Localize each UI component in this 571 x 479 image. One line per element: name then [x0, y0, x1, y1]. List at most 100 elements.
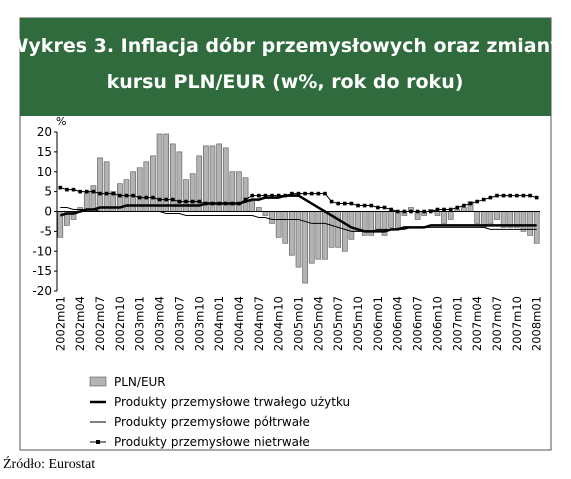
bar [150, 155, 156, 212]
marker [204, 201, 208, 206]
marker [329, 199, 334, 204]
legend-marker [96, 440, 100, 444]
marker [475, 199, 479, 204]
marker [389, 207, 393, 212]
line [59, 194, 537, 233]
marker [376, 205, 380, 210]
marker [230, 201, 235, 206]
bar [262, 211, 269, 216]
bar [90, 185, 97, 212]
bar [494, 211, 500, 220]
legend-label: Produkty przemysłowe trwałego użytku [114, 395, 350, 409]
marker [184, 199, 188, 204]
bar [216, 143, 222, 212]
marker [369, 203, 374, 208]
marker [250, 193, 254, 198]
x-tick-label: 2003m07 [172, 296, 186, 351]
y-tick-label: -10 [32, 244, 52, 258]
marker [144, 195, 149, 200]
x-tick-label: 2005m10 [351, 296, 365, 351]
x-tick-label: 2006m10 [430, 296, 444, 351]
x-tick-label: 2005m04 [311, 296, 325, 351]
marker [495, 193, 499, 198]
marker [382, 205, 387, 210]
bar [520, 211, 527, 232]
marker [137, 195, 142, 200]
y-tick-label: 10 [37, 165, 52, 179]
marker [316, 191, 321, 196]
bar [289, 211, 295, 256]
marker [508, 193, 513, 198]
marker [521, 193, 526, 198]
bar [143, 161, 150, 212]
y-tick-label: 15 [37, 145, 52, 159]
bar [242, 177, 249, 212]
bar [282, 211, 289, 244]
x-tick-label: 2007m07 [490, 296, 504, 351]
x-tick-label: 2008m01 [530, 296, 544, 351]
bar [275, 211, 282, 238]
x-tick-label: 2005m07 [331, 296, 345, 351]
line [60, 207, 537, 232]
bar [269, 211, 275, 224]
marker [210, 201, 215, 206]
marker [468, 201, 473, 206]
marker [223, 201, 228, 206]
bar [322, 211, 328, 260]
bar [533, 211, 540, 244]
bar [474, 211, 480, 224]
marker [58, 185, 63, 190]
bar [203, 145, 209, 212]
marker [534, 195, 539, 200]
x-tick-label: 2002m10 [113, 296, 127, 351]
y-tick-label: -5 [40, 224, 52, 238]
marker [197, 199, 202, 204]
bar [527, 211, 533, 236]
bar [342, 211, 348, 252]
bar [441, 211, 447, 224]
marker [356, 203, 360, 208]
x-tick-label: 2003m04 [153, 296, 167, 351]
x-tick-label: 2002m04 [73, 296, 87, 351]
marker [323, 191, 327, 196]
x-tick-label: 2003m10 [192, 296, 206, 351]
x-tick-label: 2003m01 [133, 296, 147, 351]
marker [462, 203, 466, 208]
bar [487, 211, 494, 224]
bar [388, 211, 394, 228]
marker [309, 191, 314, 196]
x-tick-label: 2006m04 [391, 296, 405, 351]
bar [97, 157, 103, 212]
title-box [20, 18, 551, 116]
marker [442, 207, 446, 212]
marker [124, 193, 129, 198]
bar [308, 211, 315, 264]
y-tick-label: 5 [44, 185, 52, 199]
marker [362, 203, 367, 208]
x-tick-label: 2007m10 [510, 296, 524, 351]
marker [343, 201, 347, 206]
marker [65, 187, 69, 192]
marker [263, 193, 268, 198]
marker [71, 187, 76, 192]
chart-title: Wykres 3. Inflacja dóbr przemysłowych or… [7, 35, 563, 57]
marker [118, 193, 122, 198]
marker [98, 191, 102, 196]
x-tick-label: 2004m10 [272, 296, 286, 351]
marker [84, 189, 89, 194]
marker [78, 189, 82, 194]
bar [229, 171, 236, 212]
marker [409, 209, 413, 214]
bar [315, 211, 322, 260]
bar [394, 211, 401, 228]
y-tick-label: -15 [32, 264, 52, 278]
legend-label: Produkty przemysłowe nietrwałe [114, 435, 310, 449]
marker [164, 197, 168, 202]
marker [170, 197, 175, 202]
bar [249, 201, 255, 212]
marker [190, 199, 195, 204]
marker [104, 191, 109, 196]
x-tick-label: 2005m01 [292, 296, 306, 351]
y-tick-label: 20 [37, 125, 52, 139]
